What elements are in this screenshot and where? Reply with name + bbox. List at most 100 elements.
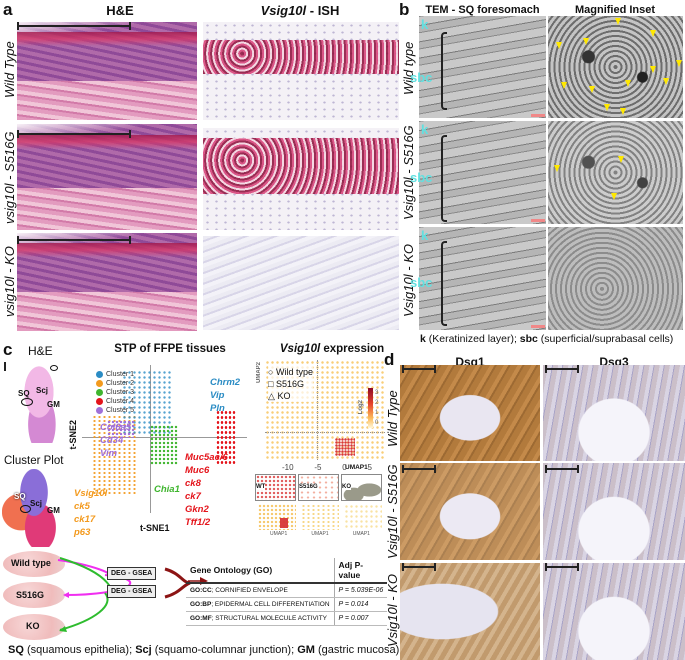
mini-panel-label: WT [256,484,266,490]
keratinized-label: k [421,122,429,137]
scale-bar [17,236,131,244]
colorbar [368,388,373,428]
gene-label: ck5 [74,501,90,512]
arrowhead-icon [618,156,624,163]
triangle-icon: △ [268,391,275,401]
tissue-label-gm: GM [47,506,60,515]
go-pvalue: P = 0.014 [333,597,388,612]
gene-label: Pln [210,403,225,414]
dsg3-image-s516g [543,463,685,560]
go-table-row: GO:BP; EPIDERMAL CELL DIFFERENTIATION P … [186,597,388,612]
mini-xlabel-row: UMAP1 UMAP1 UMAP1 [258,531,382,537]
footer-abbrev: Scj [135,644,152,656]
go-term-text: ; STRUCTURAL MOLECULE ACTIVITY [211,615,328,622]
gene-label: ck7 [185,491,201,502]
tem-column-title: TEM - SQ foresomach [425,4,540,16]
mini-scale-bar [4,362,6,371]
tem-inset-wild-type [548,16,683,118]
deg-gsea-box-1: DEG - GSEA [107,567,157,580]
arrowhead-icon [625,80,631,87]
he-tissue-thumbnail [10,358,68,443]
tem-inset-s516g [548,121,683,224]
tissue-label-gm: GM [47,400,60,409]
go-table-row: GO:MF; STRUCTURAL MOLECULE ACTIVITY P = … [186,611,388,626]
gene-label: Vsig10l [74,488,108,499]
dsg3-image-wild-type [543,365,685,461]
mini-panel-s516g: S516G [298,474,339,501]
organoid-blob-icon [3,582,65,608]
sbc-label: sbc [410,170,433,185]
mini-umap-wt [258,504,296,530]
scale-bar [402,365,436,373]
arrowhead-icon [650,30,656,37]
go-term: GO:BP; EPIDERMAL CELL DIFFERENTIATION [186,597,335,612]
ish-image-wild-type [203,22,399,120]
arrowhead-icon [676,60,682,67]
cluster1-genes: Chrm2 Vip Pln [210,376,240,415]
row-label-ko-d: Vsig10l - KO [385,574,400,648]
sbc-label: sbc [410,275,433,290]
go-term-text: ; EPIDERMAL CELL DIFFERENTIATION [211,601,330,608]
go-term-text: ; CORNIFIED ENVELOPE [211,587,288,594]
panel-a-letter: a [3,0,13,19]
sbc-brace [441,32,447,110]
he-column-title: H&E [106,3,134,18]
go-term-category: GO:CC [190,587,212,594]
gene-label: Vip [210,390,225,401]
gene-label: p63 [74,527,91,538]
umap-ylabel: UMAP2 [256,362,262,384]
dsg3-image-ko [543,563,685,660]
umap-legend: ○ Wild type □ S516G △ KO [268,366,313,402]
circle-icon: ○ [268,367,274,377]
gene-label: Cd34 [100,435,124,446]
roi-circle [21,398,33,406]
roi-circle [20,505,31,513]
row-label-wild-type-a: Wild Type [2,41,17,98]
cluster3-gene: Chia1 [154,484,180,495]
umap-xlabel: UMAP1 [345,464,368,471]
row-label-wild-type-b: Wild type [401,41,416,95]
mini-panel-label: S516G [299,484,318,490]
sbc-label: sbc [410,70,433,85]
mini-umap-s516g [301,504,339,530]
he-image-ko [17,233,197,331]
arrowhead-icon [620,108,626,115]
mini-xlabel: UMAP1 [311,531,329,537]
row-label-s516g-d: Vsig10l - S516G [385,464,400,560]
arrowhead-icon [589,86,595,93]
panel-b-caption: k (Keratinized layer); sbc (superficial/… [420,333,673,345]
gene-label: Muc5ac/6 [185,452,228,463]
panel-d-letter: d [384,350,395,369]
legend-label: Cluster 5 [106,407,135,414]
gene-label: Col6a5 [100,422,132,433]
legend-dot-icon [96,370,103,378]
gene-label: Muc6 [185,465,210,476]
tick: 0 [375,420,379,426]
tsne-plot [82,365,252,515]
panel-b-letter: b [399,0,410,19]
colorbar-label: Log2 [358,400,364,415]
mini-xlabel: UMAP1 [270,531,288,537]
legend-dot-icon [96,406,103,414]
tem-scale-bar [531,219,545,222]
mini-xlabel: UMAP1 [352,531,370,537]
dsg1-image-wild-type [400,365,540,461]
go-header-term: Gene Ontology (GO) [186,558,335,584]
tem-image-s516g [419,121,546,224]
caption-sbc-text: (superficial/suprabasal cells) [537,333,674,345]
footer-abbrev: SQ [8,644,24,656]
magnified-column-title: Magnified Inset [574,4,656,16]
cluster5-genes: Col6a5 Cd34 Vim [100,421,131,460]
tick: -10 [282,463,294,472]
cluster4-genes: Muc5ac/6 Muc6 ck8 ck7 Gkn2 Tff1/2 [185,451,228,529]
legend-dot-icon [96,388,103,396]
scale-bar [402,465,436,473]
go-pvalue: P = 0.007 [333,611,388,626]
legend-label: Cluster 1 [106,371,135,378]
tick: 1 [375,410,379,416]
scale-bar [545,365,579,373]
footer-text: (gastric mucosa) [314,644,400,656]
legend-wild-type: ○ Wild type [268,366,313,378]
legend-label: S516G [275,379,304,389]
gene-label: ck8 [185,478,201,489]
